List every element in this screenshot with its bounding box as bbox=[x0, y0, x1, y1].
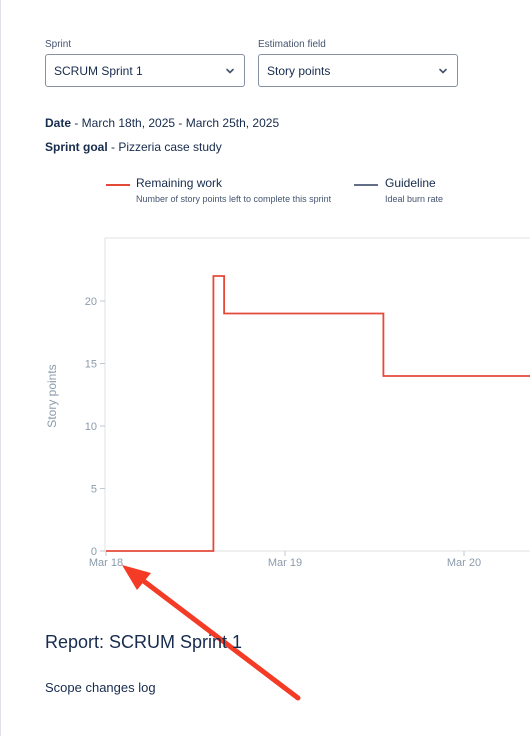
legend-swatch-guideline bbox=[354, 184, 378, 186]
report-title: Report: SCRUM Sprint 1 bbox=[45, 632, 243, 652]
y-tick-label: 15 bbox=[85, 359, 97, 371]
x-tick-label: Mar 19 bbox=[268, 557, 302, 569]
legend-swatch-remaining bbox=[106, 184, 130, 186]
remaining-work-line bbox=[106, 275, 530, 552]
sprint-date: Date - March 18th, 2025 - March 25th, 20… bbox=[45, 116, 279, 130]
annotation-arrow bbox=[122, 565, 301, 701]
sprint-select[interactable]: SCRUM Sprint 1 bbox=[45, 54, 245, 87]
chevron-down-icon bbox=[224, 65, 236, 77]
chevron-down-icon bbox=[437, 65, 449, 77]
x-tick-label: Mar 20 bbox=[447, 557, 481, 569]
estimation-field-label: Estimation field bbox=[258, 39, 326, 50]
legend-desc-remaining: Number of story points left to complete … bbox=[136, 194, 332, 204]
scope-changes-log[interactable]: Scope changes log bbox=[45, 680, 156, 695]
x-tick-label: Mar 18 bbox=[89, 557, 123, 569]
estimation-select-value: Story points bbox=[267, 63, 331, 78]
sprint-label: Sprint bbox=[45, 39, 72, 50]
legend-title-guideline: Guideline bbox=[385, 176, 436, 190]
y-tick-label: 20 bbox=[85, 296, 97, 308]
y-axis-label: Story points bbox=[45, 364, 59, 427]
sprint-goal-label: Sprint goal bbox=[45, 140, 108, 154]
sprint-goal: Sprint goal - Pizzeria case study bbox=[45, 140, 222, 154]
sprint-goal-value: - Pizzeria case study bbox=[107, 140, 222, 154]
arrow-shaft bbox=[138, 576, 301, 701]
legend-desc-guideline: Ideal burn rate bbox=[385, 194, 444, 204]
y-tick-label: 0 bbox=[91, 546, 97, 558]
date-label: Date bbox=[45, 116, 72, 130]
sprint-select-value: SCRUM Sprint 1 bbox=[54, 63, 143, 78]
legend-title-remaining: Remaining work bbox=[136, 176, 223, 190]
date-value: - March 18th, 2025 - March 25th, 2025 bbox=[71, 116, 280, 130]
y-tick-label: 5 bbox=[91, 484, 97, 496]
estimation-field-select[interactable]: Story points bbox=[258, 54, 458, 87]
y-tick-label: 10 bbox=[85, 421, 97, 433]
arrow-head-icon bbox=[122, 565, 151, 590]
